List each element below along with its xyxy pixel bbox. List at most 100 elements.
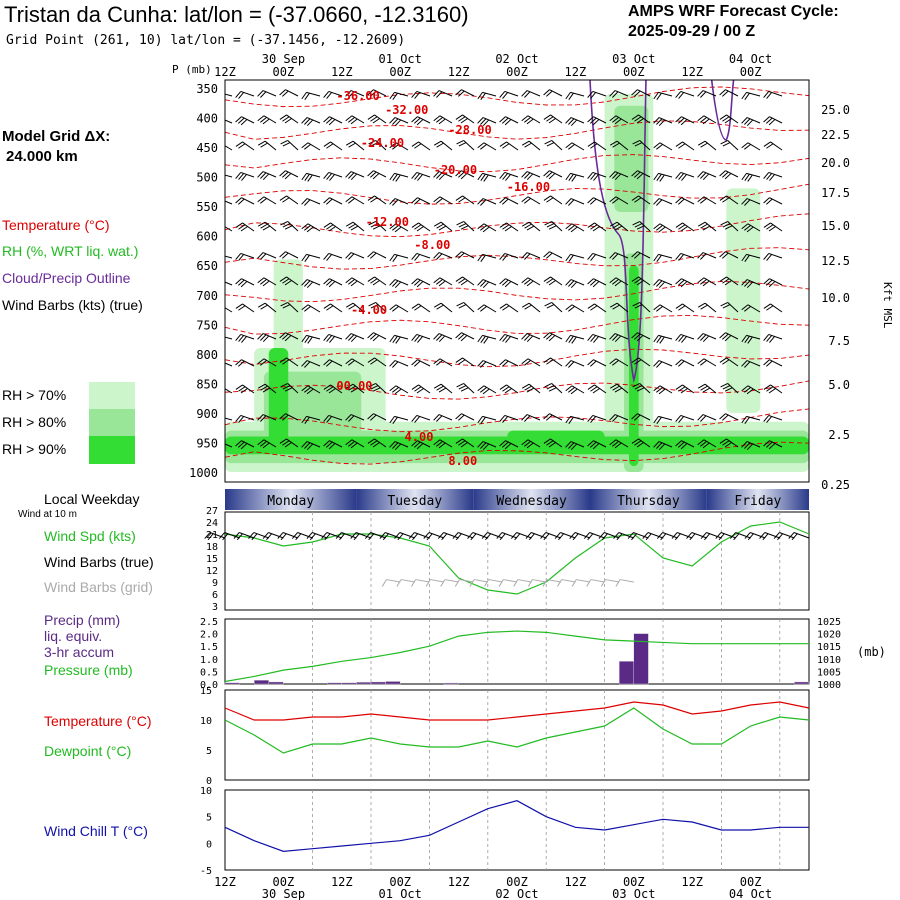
wind-barb-flag — [345, 277, 353, 284]
date-tick-bottom: 01 Oct — [379, 887, 422, 900]
pressure-tick-label: 950 — [196, 436, 218, 450]
wind-barb-flag — [636, 442, 644, 448]
wind-barb-flag — [370, 414, 377, 421]
wind-barb-flag — [279, 276, 287, 282]
pressure-tick-label: 750 — [196, 318, 218, 332]
wind-barb-flag — [546, 440, 554, 446]
wind-barb-flag — [392, 442, 399, 449]
wind-barb-flag — [348, 385, 356, 391]
wind-barb — [225, 145, 233, 151]
wind-barb-flag — [609, 90, 616, 97]
rh-region — [614, 105, 649, 213]
rh-80-label: RH > 80% — [2, 414, 67, 430]
surface-wind-barb — [618, 532, 634, 539]
wind-barb — [440, 302, 453, 313]
wind-barb-flag — [284, 335, 292, 342]
wind-barb — [225, 362, 233, 367]
wind-barb-flag — [543, 114, 551, 120]
wind-barb-flag — [477, 142, 485, 149]
wind-barb-flag — [590, 305, 598, 311]
wind-barb-flag — [416, 388, 424, 394]
wind-barb-flag — [282, 304, 291, 309]
wind-barb-flag — [631, 438, 639, 444]
temperature-line — [224, 701, 810, 721]
wind-barb — [262, 90, 277, 97]
wind-barb — [704, 383, 717, 394]
wind-barb — [658, 360, 673, 367]
wind-barb-flag — [326, 198, 333, 205]
wind-barb-flag — [587, 384, 595, 390]
wind-barb — [726, 195, 739, 205]
grid-wind-barb — [430, 579, 445, 583]
wind-barb — [439, 196, 453, 205]
grid-wind-barb-flag — [542, 579, 548, 587]
wind-barb-flag — [631, 170, 638, 177]
surface-wind-barb-flag — [671, 532, 678, 539]
grid-wind-barb — [546, 579, 561, 583]
wind-barb — [328, 414, 343, 421]
wind-barb — [746, 279, 761, 286]
height-tick-label: 15.0 — [821, 219, 850, 233]
wind-barb-flag — [634, 440, 642, 446]
wind-barb — [680, 171, 695, 178]
pressure-tick-label: 650 — [196, 259, 218, 273]
wind-barb — [241, 116, 255, 124]
precip-bar — [794, 681, 810, 685]
wind-barb-flag — [544, 302, 552, 307]
wind-barb-flag — [636, 280, 644, 286]
wind-barb-flag — [477, 173, 483, 181]
grid-wind-barb-flag — [484, 579, 490, 587]
wind-barb-flag — [741, 385, 749, 392]
wind-barb — [639, 221, 651, 232]
wind-barb-flag — [480, 335, 486, 343]
wind-barb-flag — [548, 118, 556, 124]
surface-wind-barb-flag — [583, 532, 590, 539]
wind-barb — [352, 140, 365, 151]
wind-barb-flag — [307, 336, 313, 344]
wind-barb — [526, 333, 541, 340]
wind-barb-flag — [455, 276, 463, 282]
wind-barb-flag — [301, 142, 309, 149]
wind-barb-flag — [656, 305, 663, 312]
grid-wind-barb — [488, 579, 503, 583]
wind-barb-flag — [724, 225, 733, 230]
wind-barb-flag — [350, 280, 358, 287]
wind-barb-flag — [722, 278, 730, 284]
wind-barb — [746, 415, 761, 421]
rh-region — [726, 188, 761, 413]
wind-barb-flag — [304, 118, 311, 125]
wind-barb — [526, 252, 541, 259]
wind-barb-flag — [238, 92, 245, 99]
wind-barb-flag — [632, 383, 640, 388]
wind-barb-flag — [480, 305, 487, 312]
wind-barb-flag — [568, 224, 575, 231]
height-tick-label: 7.5 — [828, 334, 850, 348]
wind-barb — [482, 198, 497, 205]
wind-barb-flag — [702, 173, 710, 181]
wind-barb — [770, 303, 783, 313]
wind-barb-flag — [587, 415, 594, 422]
surface-wind-barb — [706, 532, 722, 539]
pressure-tick-label: 1010 — [817, 655, 841, 666]
wind-barb-flag — [260, 142, 268, 148]
height-tick-label: 2.5 — [828, 428, 850, 442]
surface-wind-barb-flag — [598, 532, 605, 539]
wind-barb-flag — [257, 115, 265, 122]
wind-barb-flag — [768, 119, 776, 126]
rh-80-swatch — [89, 409, 135, 436]
surface-wind-barb-flag — [251, 533, 258, 541]
wind-barb-flag — [235, 384, 243, 390]
wind-barb — [570, 334, 585, 340]
wind-barb-flag — [763, 440, 770, 447]
weekday-band — [590, 489, 707, 510]
wind-barb — [592, 333, 607, 340]
date-tick-bottom: 02 Oct — [495, 887, 538, 900]
wind-barb-flag — [766, 92, 773, 99]
wind-barb — [461, 251, 475, 259]
wind-barb-flag — [675, 415, 682, 422]
wind-barb-flag — [700, 359, 707, 366]
wind-barb — [439, 439, 453, 448]
wind-barb-flag — [477, 279, 484, 286]
surface-wind-barb-flag — [645, 533, 652, 541]
wind-barb-flag — [675, 359, 682, 366]
